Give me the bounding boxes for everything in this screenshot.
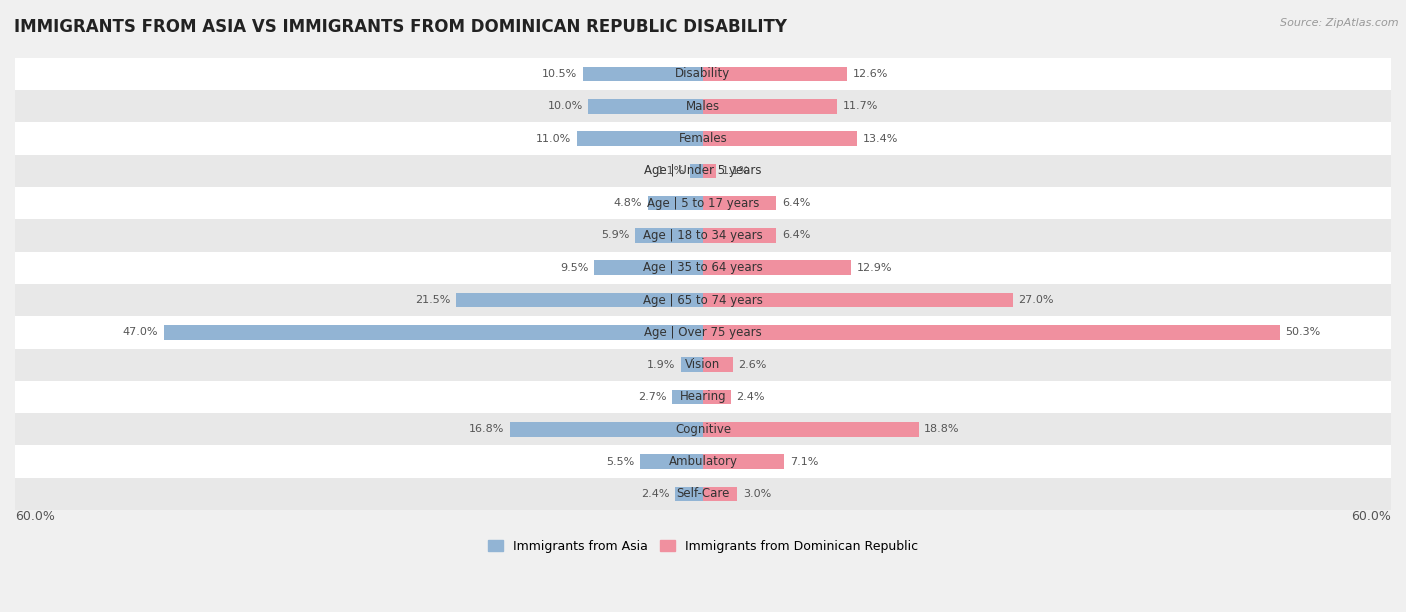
Text: 11.0%: 11.0% — [536, 133, 571, 144]
Text: Hearing: Hearing — [679, 390, 727, 403]
Bar — [15, 348, 1391, 381]
Text: Age | 65 to 74 years: Age | 65 to 74 years — [643, 294, 763, 307]
Bar — [690, 163, 703, 178]
Bar — [703, 67, 848, 81]
Bar — [703, 325, 1279, 340]
Text: 27.0%: 27.0% — [1018, 295, 1054, 305]
Text: 2.4%: 2.4% — [737, 392, 765, 402]
Text: Age | Over 75 years: Age | Over 75 years — [644, 326, 762, 339]
Bar — [15, 284, 1391, 316]
Bar — [703, 99, 837, 114]
Text: 1.1%: 1.1% — [721, 166, 749, 176]
Text: Age | 35 to 64 years: Age | 35 to 64 years — [643, 261, 763, 274]
Text: Age | Under 5 years: Age | Under 5 years — [644, 165, 762, 177]
Bar — [703, 132, 856, 146]
Bar — [703, 487, 737, 501]
Text: 1.9%: 1.9% — [647, 360, 675, 370]
Text: 18.8%: 18.8% — [924, 424, 960, 435]
Text: 2.4%: 2.4% — [641, 489, 669, 499]
Text: 10.5%: 10.5% — [541, 69, 576, 79]
Text: Age | 5 to 17 years: Age | 5 to 17 years — [647, 196, 759, 210]
Bar — [703, 422, 918, 436]
Bar — [682, 357, 703, 372]
Text: 2.6%: 2.6% — [738, 360, 766, 370]
Bar — [15, 58, 1391, 90]
Legend: Immigrants from Asia, Immigrants from Dominican Republic: Immigrants from Asia, Immigrants from Do… — [482, 535, 924, 558]
Bar — [703, 454, 785, 469]
Bar — [675, 487, 703, 501]
Text: Age | 18 to 34 years: Age | 18 to 34 years — [643, 229, 763, 242]
Bar — [636, 228, 703, 243]
Bar — [510, 422, 703, 436]
Text: 12.9%: 12.9% — [856, 263, 893, 273]
Text: Females: Females — [679, 132, 727, 145]
Text: Cognitive: Cognitive — [675, 423, 731, 436]
Bar — [457, 293, 703, 307]
Bar — [648, 196, 703, 211]
Text: 11.7%: 11.7% — [842, 101, 879, 111]
Text: 4.8%: 4.8% — [614, 198, 643, 208]
Bar — [703, 163, 716, 178]
Bar — [15, 316, 1391, 348]
Bar — [703, 196, 776, 211]
Text: Self-Care: Self-Care — [676, 487, 730, 501]
Text: IMMIGRANTS FROM ASIA VS IMMIGRANTS FROM DOMINICAN REPUBLIC DISABILITY: IMMIGRANTS FROM ASIA VS IMMIGRANTS FROM … — [14, 18, 787, 36]
Text: 16.8%: 16.8% — [470, 424, 505, 435]
Bar — [640, 454, 703, 469]
Bar — [703, 390, 731, 404]
Text: 5.9%: 5.9% — [602, 231, 630, 241]
Bar — [165, 325, 703, 340]
Text: 6.4%: 6.4% — [782, 198, 810, 208]
Bar — [15, 478, 1391, 510]
Text: Disability: Disability — [675, 67, 731, 81]
Bar — [15, 219, 1391, 252]
Bar — [15, 413, 1391, 446]
Text: 1.1%: 1.1% — [657, 166, 685, 176]
Text: 47.0%: 47.0% — [122, 327, 159, 337]
Text: 3.0%: 3.0% — [744, 489, 772, 499]
Text: 21.5%: 21.5% — [415, 295, 451, 305]
Bar — [582, 67, 703, 81]
Text: 50.3%: 50.3% — [1285, 327, 1320, 337]
Text: 10.0%: 10.0% — [547, 101, 582, 111]
Text: 9.5%: 9.5% — [560, 263, 588, 273]
Bar — [15, 446, 1391, 478]
Text: 2.7%: 2.7% — [638, 392, 666, 402]
Text: 13.4%: 13.4% — [862, 133, 898, 144]
Bar — [703, 293, 1012, 307]
Text: Ambulatory: Ambulatory — [668, 455, 738, 468]
Bar — [15, 90, 1391, 122]
Bar — [703, 261, 851, 275]
Bar — [15, 122, 1391, 155]
Text: Males: Males — [686, 100, 720, 113]
Text: 60.0%: 60.0% — [15, 510, 55, 523]
Bar — [703, 357, 733, 372]
Text: 7.1%: 7.1% — [790, 457, 818, 466]
Bar — [703, 228, 776, 243]
Bar — [595, 261, 703, 275]
Text: 6.4%: 6.4% — [782, 231, 810, 241]
Text: 12.6%: 12.6% — [853, 69, 889, 79]
Bar — [15, 381, 1391, 413]
Text: Vision: Vision — [685, 358, 721, 371]
Bar — [15, 155, 1391, 187]
Bar — [672, 390, 703, 404]
Bar — [576, 132, 703, 146]
Bar — [15, 252, 1391, 284]
Text: 60.0%: 60.0% — [1351, 510, 1391, 523]
Text: Source: ZipAtlas.com: Source: ZipAtlas.com — [1281, 18, 1399, 28]
Text: 5.5%: 5.5% — [606, 457, 634, 466]
Bar — [588, 99, 703, 114]
Bar — [15, 187, 1391, 219]
